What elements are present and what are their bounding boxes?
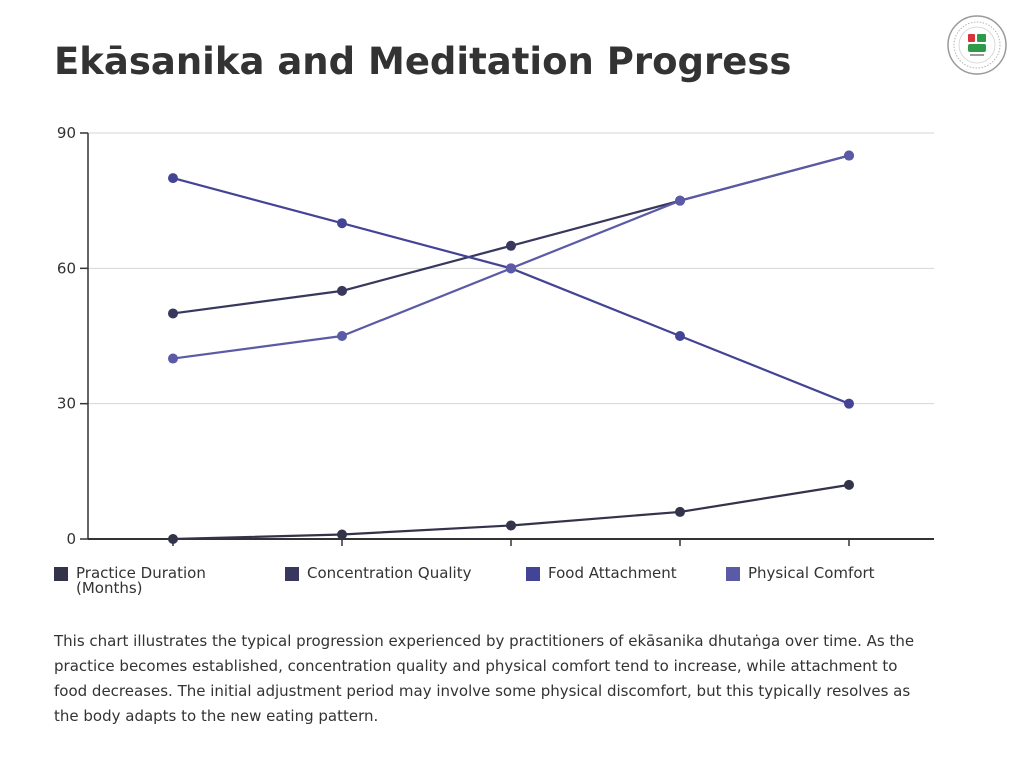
series-line-2 <box>172 177 850 405</box>
legend-item-concentration-quality: Concentration Quality <box>285 566 471 581</box>
data-point-0-1 <box>337 529 347 540</box>
legend-label: Practice Duration (Months) <box>76 564 206 597</box>
legend-item-physical-comfort: Physical Comfort <box>726 566 875 581</box>
data-point-3-4 <box>844 150 854 161</box>
legend-swatch <box>285 567 299 581</box>
data-point-3-2 <box>506 263 516 274</box>
data-point-2-0 <box>168 173 178 184</box>
data-point-0-2 <box>506 520 516 531</box>
data-point-3-1 <box>337 331 347 341</box>
legend-label: Concentration Quality <box>307 564 472 582</box>
series-line-1 <box>172 154 850 315</box>
legend-label: Food Attachment <box>548 564 677 582</box>
series-line-3 <box>172 154 850 360</box>
data-point-3-0 <box>168 353 178 364</box>
data-point-0-0 <box>168 534 178 544</box>
legend-swatch <box>726 567 740 581</box>
data-point-1-1 <box>337 285 347 296</box>
y-tick-label: 90 <box>57 124 76 142</box>
legend-swatch <box>526 567 540 581</box>
data-point-1-2 <box>506 240 516 251</box>
data-points <box>168 150 854 544</box>
data-point-1-0 <box>168 308 178 319</box>
y-tick-label: 30 <box>57 395 76 413</box>
y-tick-label: 0 <box>66 530 76 548</box>
data-point-2-1 <box>337 218 347 229</box>
data-point-2-3 <box>675 331 685 341</box>
legend-item-food-attachment: Food Attachment <box>526 566 677 581</box>
axes: 0 30 60 90 <box>57 124 934 548</box>
data-point-0-3 <box>675 506 685 517</box>
series-line-0 <box>172 483 850 541</box>
data-point-2-4 <box>844 398 854 409</box>
legend-label: Physical Comfort <box>748 564 875 582</box>
data-point-3-3 <box>675 195 685 206</box>
chart-title: Ekāsanika and Meditation Progress <box>54 40 792 83</box>
series-lines <box>172 154 850 541</box>
organization-seal-logo <box>947 15 1007 75</box>
legend-item-practice-duration: Practice Duration (Months) <box>54 566 254 596</box>
y-tick-label: 60 <box>57 259 76 277</box>
line-chart: 0 30 60 90 <box>57 124 934 548</box>
chart-description: This chart illustrates the typical progr… <box>54 632 915 725</box>
legend-swatch <box>54 567 68 581</box>
data-point-0-4 <box>844 479 854 490</box>
